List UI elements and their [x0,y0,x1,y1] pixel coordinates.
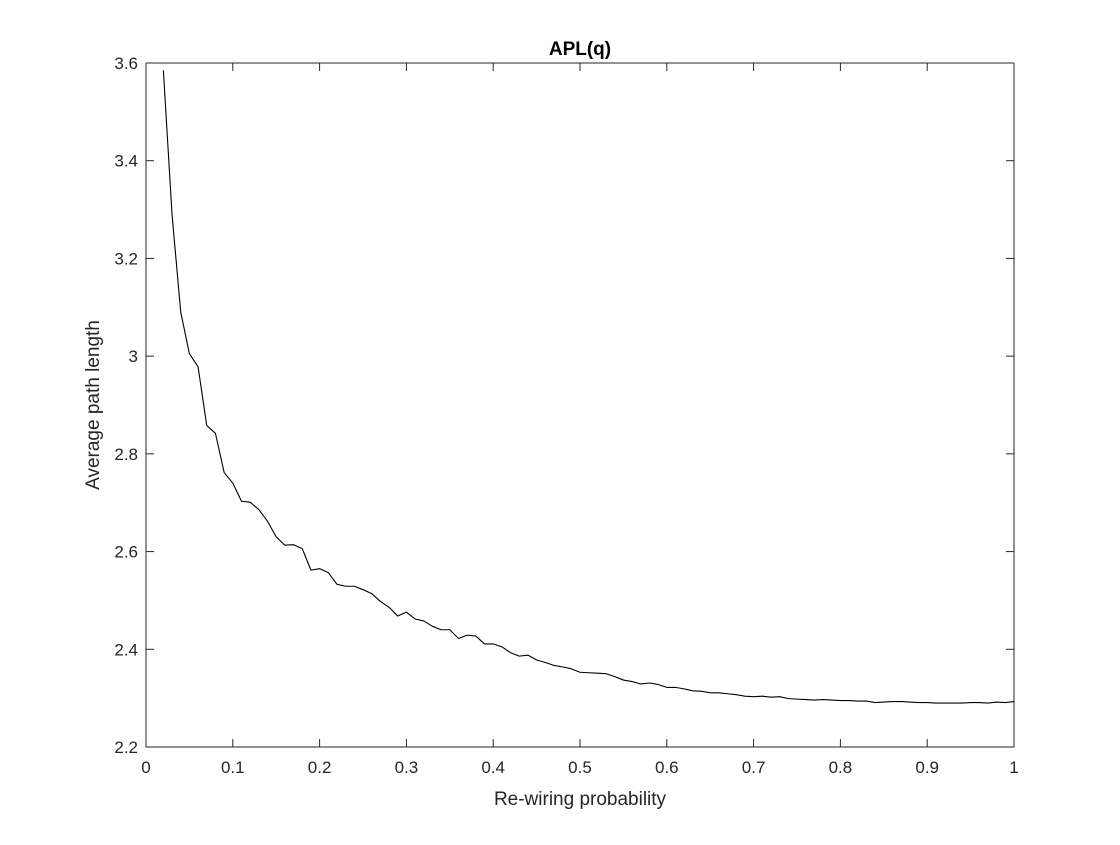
series-line-average-path-length [162,70,1015,704]
y-tick-label: 3.6 [114,54,138,73]
x-tick-label: 0.5 [568,758,592,777]
tick-marks [145,62,1015,748]
y-tick-label: 2.8 [114,445,138,464]
x-axis-title: Re-wiring probability [494,789,667,810]
x-tick-label: 0.9 [915,758,939,777]
x-tick-label: 0.6 [655,758,679,777]
y-tick-labels: 2.2 2.4 2.6 2.8 3 3.2 3.4 3.6 [114,54,138,757]
series-group [162,70,1015,704]
x-tick-labels: 0 0.1 0.2 0.3 0.4 0.5 0.6 0.7 0.8 0.9 1 [141,758,1018,777]
x-tick-label: 0.3 [395,758,419,777]
chart-title: APL(q) [549,39,611,60]
x-tick-label: 0.4 [481,758,505,777]
y-axis-title: Average path length [83,320,104,490]
x-tick-label: 0 [141,758,150,777]
y-tick-label: 3.4 [114,152,138,171]
y-tick-label: 2.4 [114,640,138,659]
x-tick-label: 0.1 [221,758,245,777]
y-tick-label: 3.2 [114,249,138,268]
x-tick-label: 0.8 [829,758,853,777]
y-tick-label: 2.2 [114,738,138,757]
x-tick-label: 1 [1009,758,1018,777]
x-tick-label: 0.2 [308,758,332,777]
y-tick-label: 2.6 [114,543,138,562]
x-tick-label: 0.7 [742,758,766,777]
y-tick-label: 3 [129,347,138,366]
